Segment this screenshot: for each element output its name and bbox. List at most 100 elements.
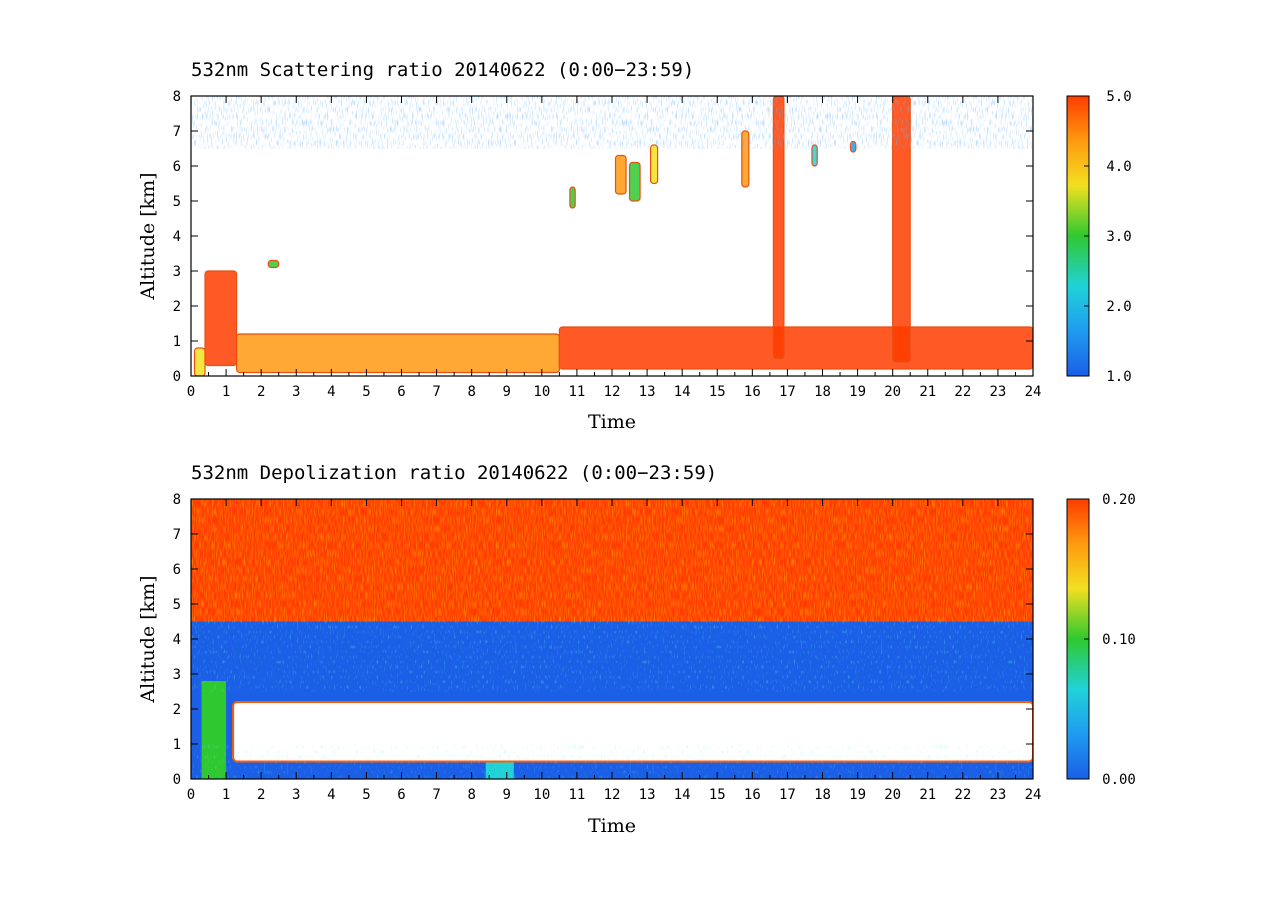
y-tick-label: 0 <box>173 772 181 788</box>
x-tick-label: 13 <box>639 384 656 400</box>
x-tick-label: 8 <box>467 384 475 400</box>
noise-texture-upper <box>191 96 1033 149</box>
y-tick-label: 6 <box>173 562 181 578</box>
x-tick-label: 16 <box>744 787 761 803</box>
plot-area <box>191 499 1033 779</box>
x-tick-label: 17 <box>779 787 796 803</box>
colorbar-label: 0.00 <box>1102 772 1136 788</box>
y-axis-label: Altitude [km] <box>137 172 159 300</box>
x-tick-label: 18 <box>814 384 831 400</box>
x-tick-label: 16 <box>744 384 761 400</box>
heatmap-feature-13 <box>892 96 911 363</box>
y-tick-label: 2 <box>173 702 181 718</box>
colorbar-label: 5.0 <box>1106 89 1131 105</box>
x-tick-label: 4 <box>327 384 335 400</box>
x-tick-label: 24 <box>1025 787 1042 803</box>
heatmap-feature-7 <box>628 161 641 202</box>
y-axis-label: Altitude [km] <box>137 575 159 703</box>
heatmap-feature-0 <box>193 347 206 376</box>
y-tick-label: 3 <box>173 264 181 280</box>
x-tick-label: 7 <box>432 787 440 803</box>
colorbar-label: 0.10 <box>1102 632 1136 648</box>
x-tick-label: 12 <box>604 787 621 803</box>
x-tick-label: 1 <box>222 787 230 803</box>
x-tick-label: 23 <box>989 787 1006 803</box>
noise-texture-upper <box>191 499 1033 622</box>
x-tick-label: 21 <box>919 384 936 400</box>
x-tick-label: 9 <box>503 787 511 803</box>
y-tick-label: 6 <box>173 159 181 175</box>
colorbar-label: 0.20 <box>1102 492 1136 508</box>
y-tick-label: 7 <box>173 124 181 140</box>
x-axis-label: Time <box>588 815 636 837</box>
x-tick-label: 21 <box>919 787 936 803</box>
x-tick-label: 18 <box>814 787 831 803</box>
plot-area <box>191 96 1033 376</box>
x-tick-label: 22 <box>954 787 971 803</box>
colorbar-label: 4.0 <box>1106 159 1131 175</box>
x-tick-label: 4 <box>327 787 335 803</box>
heatmap-feature-4 <box>267 259 280 269</box>
x-tick-label: 17 <box>779 384 796 400</box>
heatmap-feature-2 <box>236 333 560 374</box>
x-tick-label: 0 <box>187 384 195 400</box>
x-tick-label: 11 <box>568 384 585 400</box>
x-tick-label: 11 <box>568 787 585 803</box>
y-tick-label: 5 <box>173 194 181 210</box>
y-tick-label: 4 <box>173 229 181 245</box>
x-tick-label: 0 <box>187 787 195 803</box>
heatmap-feature-6 <box>614 154 627 195</box>
chart-title: 532nm Depolization ratio 20140622 (0:00−… <box>191 462 717 484</box>
x-tick-label: 3 <box>292 384 300 400</box>
x-axis-label: Time <box>588 411 636 433</box>
colorbar-label: 2.0 <box>1106 299 1131 315</box>
y-tick-label: 1 <box>173 334 181 350</box>
heatmap-feature-3 <box>558 326 1033 370</box>
colorbar: 0.00 0.10 0.20 <box>1066 492 1136 788</box>
x-tick-label: 19 <box>849 787 866 803</box>
colorbar-label: 3.0 <box>1106 229 1131 245</box>
x-tick-label: 6 <box>397 384 405 400</box>
heatmap-feature-1 <box>204 270 238 367</box>
x-tick-label: 14 <box>674 787 691 803</box>
x-tick-label: 3 <box>292 787 300 803</box>
x-tick-label: 10 <box>533 787 550 803</box>
heatmap-feature-5 <box>569 186 576 209</box>
x-tick-label: 10 <box>533 384 550 400</box>
x-tick-label: 19 <box>849 384 866 400</box>
y-tick-label: 3 <box>173 667 181 683</box>
noise-texture-mid <box>191 618 1033 692</box>
x-tick-label: 8 <box>467 787 475 803</box>
chart-title: 532nm Scattering ratio 20140622 (0:00−23… <box>191 59 694 81</box>
heatmap-feature-8 <box>649 144 659 185</box>
x-tick-label: 15 <box>709 787 726 803</box>
y-tick-label: 8 <box>173 492 181 508</box>
axes: 0 1 2 3 4 5 6 7 8 9 10 11 12 13 14 15 16 17 18 19 20 21 22 23 24… <box>173 492 1042 803</box>
x-tick-label: 20 <box>884 384 901 400</box>
x-tick-label: 5 <box>362 787 370 803</box>
y-tick-label: 4 <box>173 632 181 648</box>
x-tick-label: 23 <box>989 384 1006 400</box>
y-tick-label: 0 <box>173 369 181 385</box>
x-tick-label: 20 <box>884 787 901 803</box>
x-tick-label: 14 <box>674 384 691 400</box>
heatmap-feature-10 <box>772 96 785 360</box>
x-tick-label: 12 <box>604 384 621 400</box>
scattering-ratio-panel: 532nm Scattering ratio 20140622 (0:00−23… <box>137 59 1132 433</box>
x-tick-label: 6 <box>397 787 405 803</box>
colorbar-label: 1.0 <box>1106 369 1131 385</box>
y-tick-label: 2 <box>173 299 181 315</box>
y-tick-label: 8 <box>173 89 181 105</box>
y-tick-label: 5 <box>173 597 181 613</box>
x-tick-label: 1 <box>222 384 230 400</box>
x-tick-label: 24 <box>1025 384 1042 400</box>
depolarization-ratio-panel: 532nm Depolization ratio 20140622 (0:00−… <box>137 462 1136 837</box>
x-tick-label: 5 <box>362 384 370 400</box>
x-tick-label: 13 <box>639 787 656 803</box>
x-tick-label: 2 <box>257 384 265 400</box>
axes: 0 1 2 3 4 5 6 7 8 9 10 11 12 13 14 15 16 17 18 19 20 21 22 23 24… <box>173 89 1042 400</box>
x-tick-label: 2 <box>257 787 265 803</box>
colorbar: 1.0 2.0 3.0 4.0 5.0 <box>1066 89 1132 385</box>
x-tick-label: 7 <box>432 384 440 400</box>
